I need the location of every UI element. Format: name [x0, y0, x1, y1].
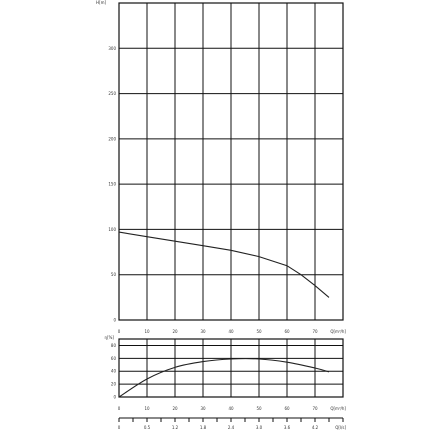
efficiency-x2label: Q[l/s] — [335, 425, 346, 430]
efficiency-frame — [118, 338, 344, 398]
secondary-axis-tick-label: 4.2 — [312, 425, 319, 430]
head-x-tick-label: 20 — [172, 329, 178, 334]
secondary-axis-tick-label: 0.5 — [144, 425, 151, 430]
head-x-tick-label: 10 — [144, 329, 150, 334]
head-y-tick-label: 200 — [108, 136, 116, 141]
secondary-axis-tick-label: 0 — [118, 425, 121, 430]
head-y-tick-label: 50 — [111, 272, 117, 277]
efficiency-ylabel: η[%] — [105, 335, 115, 340]
head-xlabel: Q[m³/h] — [330, 329, 346, 334]
efficiency-x-tick-label: 50 — [256, 406, 262, 411]
head-x-tick-label: 0 — [118, 329, 121, 334]
head-y-tick-label: 100 — [108, 227, 116, 232]
head-x-tick-label: 40 — [228, 329, 234, 334]
efficiency-y-tick-label: 40 — [111, 369, 117, 374]
head-y-tick-label: 0 — [113, 318, 116, 323]
head-x-tick-label: 70 — [312, 329, 318, 334]
efficiency-grid — [118, 338, 344, 398]
secondary-axis-tick-label: 1.8 — [200, 425, 207, 430]
efficiency-y-ticks: 0 20 40 60 80 — [111, 343, 117, 400]
head-y-tick-label: 300 — [108, 46, 116, 51]
head-x-tick-label: 60 — [284, 329, 290, 334]
efficiency-x-tick-label: 20 — [172, 406, 178, 411]
secondary-axis-tick-label: 2.4 — [228, 425, 235, 430]
efficiency-y-tick-label: 60 — [111, 356, 117, 361]
efficiency-secondary-axis: 0 0.5 1.2 1.8 2.4 3.0 3.6 4.2 — [118, 417, 344, 430]
head-x-tick-label: 30 — [200, 329, 206, 334]
efficiency-x-tick-label: 10 — [144, 406, 150, 411]
efficiency-x-ticks: 0 10 20 30 40 50 60 70 — [118, 406, 318, 411]
head-x-tick-label: 50 — [256, 329, 262, 334]
head-ylabel: H[m] — [96, 0, 106, 5]
efficiency-curve — [118, 358, 330, 398]
head-x-ticks: 0 10 20 30 40 50 60 70 — [118, 329, 318, 334]
efficiency-x-tick-label: 70 — [312, 406, 318, 411]
secondary-axis-tick-label: 3.6 — [284, 425, 291, 430]
efficiency-x-tick-label: 0 — [118, 406, 121, 411]
head-y-tick-label: 250 — [108, 91, 116, 96]
head-frame — [118, 2, 344, 321]
efficiency-y-tick-label: 0 — [113, 395, 116, 400]
efficiency-x-tick-label: 30 — [200, 406, 206, 411]
efficiency-x-tick-label: 40 — [228, 406, 234, 411]
efficiency-chart: η[%] 0 20 40 60 80 0 10 20 30 40 50 60 70 Q[m³/h] 0… — [105, 335, 347, 430]
head-grid — [118, 2, 344, 321]
head-y-ticks: 0 50 100 150 200 250 300 — [108, 46, 116, 323]
efficiency-xlabel: Q[m³/h] — [330, 406, 346, 411]
head-y-tick-label: 150 — [108, 182, 116, 187]
efficiency-x-tick-label: 60 — [284, 406, 290, 411]
secondary-axis-tick-label: 1.2 — [172, 425, 179, 430]
efficiency-y-tick-label: 20 — [111, 382, 117, 387]
secondary-axis-tick-label: 3.0 — [256, 425, 263, 430]
efficiency-y-tick-label: 80 — [111, 343, 117, 348]
head-curve — [118, 231, 330, 298]
